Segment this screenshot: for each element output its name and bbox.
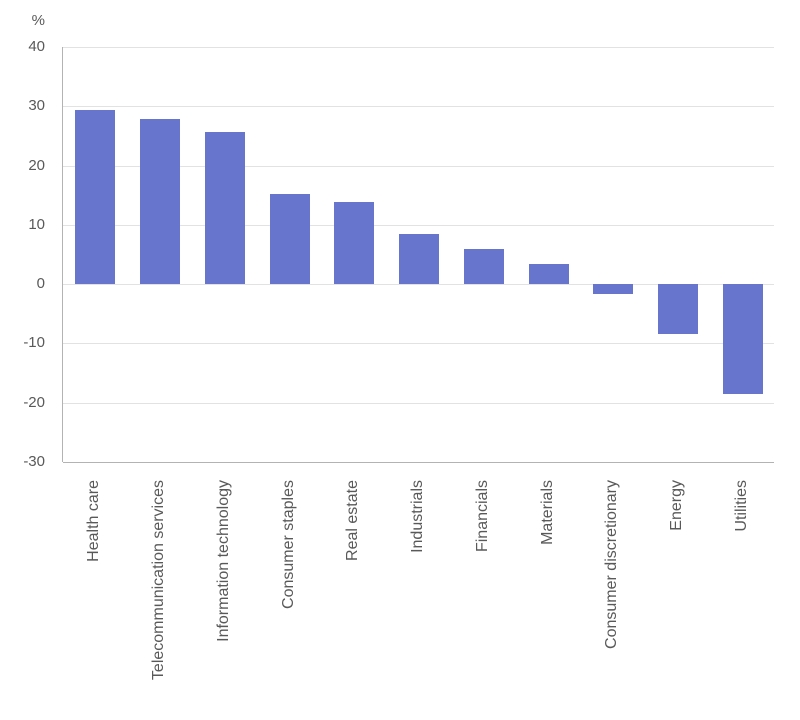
bar-consumer-discretionary: [593, 284, 634, 295]
gridline: [63, 343, 774, 345]
gridline: [63, 284, 774, 286]
gridline: [63, 47, 774, 48]
x-axis-label: Health care: [85, 480, 103, 562]
bar-telecommunication-services: [140, 118, 181, 285]
bar-materials: [528, 264, 569, 285]
bar-consumer-staples: [269, 194, 310, 285]
plot-area: [62, 47, 774, 463]
x-axis-label: Financials: [473, 480, 491, 553]
y-tick-label: 40: [28, 38, 45, 55]
bar-real-estate: [334, 201, 375, 285]
y-axis-unit-label: %: [31, 12, 45, 29]
y-tick-label: 0: [36, 275, 45, 293]
y-tick-label: 30: [28, 97, 45, 115]
bar-utilities: [722, 284, 763, 394]
x-axis-label: Telecommunication services: [150, 480, 168, 681]
gridline: [63, 224, 774, 226]
x-axis-line: [63, 462, 774, 463]
bar-health-care: [75, 110, 116, 285]
y-tick-label: -10: [23, 334, 45, 352]
x-axis-label: Materials: [538, 480, 556, 545]
gridline: [63, 106, 774, 108]
x-axis-label: Utilities: [732, 480, 750, 532]
bar-financials: [463, 248, 504, 285]
y-tick-label: -30: [23, 453, 45, 470]
x-axis-label: Energy: [667, 480, 685, 531]
x-axis-label: Real estate: [344, 480, 362, 561]
x-axis-label: Consumer staples: [279, 480, 297, 609]
x-axis-label: Industrials: [409, 480, 426, 553]
gridline: [63, 165, 774, 167]
y-tick-label: 10: [28, 215, 45, 233]
y-tick-label: 20: [28, 156, 45, 174]
gridline: [63, 402, 774, 404]
y-tick-label: -20: [23, 393, 45, 411]
bar-energy: [657, 284, 698, 334]
x-axis-label: Consumer discretionary: [603, 480, 621, 649]
bar-information-technology: [204, 131, 245, 285]
bar-industrials: [399, 233, 439, 285]
x-axis-label: Information technology: [214, 480, 232, 642]
